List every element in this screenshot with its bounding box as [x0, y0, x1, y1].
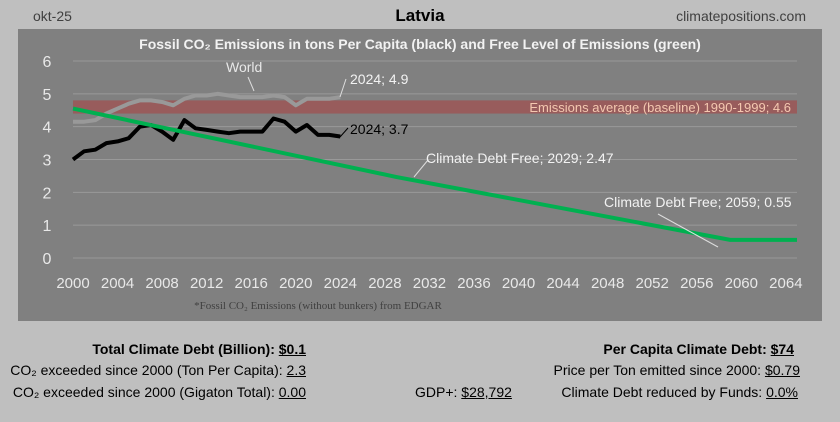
exceeded-gigaton: CO₂ exceeded since 2000 (Gigaton Total):…	[13, 384, 306, 400]
exceeded-pc-label: CO₂ exceeded since 2000 (Ton Per Capita)…	[10, 362, 283, 378]
x-tick-label: 2024	[324, 275, 357, 292]
baseline-band	[73, 100, 797, 114]
exceeded-gt-value: 0.00	[278, 384, 306, 400]
total-debt-label: Total Climate Debt (Billion):	[92, 341, 275, 357]
funds-label: Climate Debt reduced by Funds:	[561, 384, 763, 400]
footnote: *Fossil CO₂ Emissions (without bunkers) …	[194, 300, 442, 312]
funds-value: 0.0%	[766, 384, 798, 400]
chart-panel: Fossil CO₂ Emissions in tons Per Capita …	[18, 29, 822, 321]
y-tick-label: 5	[43, 87, 52, 104]
series-line-free	[72, 106, 797, 242]
exceeded-pc-value: 2.3	[286, 362, 306, 378]
world-leader	[247, 76, 255, 92]
x-tick-label: 2032	[413, 275, 446, 292]
world-2024-label-leader	[339, 78, 347, 98]
x-tick-label: 2028	[368, 275, 401, 292]
gdp: GDP+: $28,792	[415, 384, 512, 400]
y-tick-label: 0	[43, 251, 52, 268]
x-tick-label: 2064	[769, 275, 802, 292]
price-label: Price per Ton emitted since 2000:	[553, 362, 762, 378]
x-tick-label: 2052	[636, 275, 669, 292]
x-tick-label: 2012	[190, 275, 223, 292]
site-label: climatepositions.com	[676, 8, 806, 24]
x-tick-label: 2048	[591, 275, 624, 292]
free-2029-label-leader	[413, 159, 429, 178]
gdp-label: GDP+:	[415, 384, 458, 400]
x-tick-label: 2008	[145, 275, 178, 292]
x-tick-label: 2020	[279, 275, 312, 292]
per-capita-debt: Per Capita Climate Debt: $74	[603, 341, 794, 357]
date-label: okt-25	[33, 8, 72, 24]
y-tick-label: 2	[43, 185, 52, 202]
debt-reduced-funds: Climate Debt reduced by Funds: 0.0%	[561, 384, 798, 400]
x-tick-label: 2036	[457, 275, 490, 292]
latvia-2024-label: 2024; 3.7	[350, 121, 409, 137]
series-line-world	[73, 91, 341, 124]
free-2059-label: Climate Debt Free; 2059; 0.55	[604, 194, 792, 210]
x-tick-label: 2056	[680, 275, 713, 292]
y-tick-label: 4	[43, 120, 52, 137]
country-title: Latvia	[395, 6, 445, 25]
total-debt: Total Climate Debt (Billion): $0.1	[92, 341, 306, 357]
free-2029-label: Climate Debt Free; 2029; 2.47	[426, 150, 614, 166]
x-tick-label: 2040	[502, 275, 535, 292]
gdp-value: $28,792	[461, 384, 512, 400]
price-per-ton: Price per Ton emitted since 2000: $0.79	[554, 362, 800, 378]
x-tick-label: 2000	[56, 275, 89, 292]
latvia-2024-label-leader	[339, 127, 349, 138]
emissions-chart: Fossil CO₂ Emissions in tons Per Capita …	[43, 36, 803, 312]
x-tick-label: 2016	[235, 275, 268, 292]
chart-title: Fossil CO₂ Emissions in tons Per Capita …	[139, 36, 701, 52]
y-tick-label: 6	[43, 54, 52, 71]
free-2059-label-leader	[657, 213, 719, 248]
total-debt-value: $0.1	[278, 341, 306, 357]
x-tick-label: 2060	[725, 275, 758, 292]
y-tick-label: 1	[43, 218, 52, 235]
x-tick-label: 2004	[101, 275, 134, 292]
exceeded-per-capita: CO₂ exceeded since 2000 (Ton Per Capita)…	[10, 362, 306, 378]
world-2024-label: 2024; 4.9	[350, 71, 409, 87]
x-tick-label: 2044	[546, 275, 579, 292]
exceeded-gt-label: CO₂ exceeded since 2000 (Gigaton Total):	[12, 384, 275, 400]
world-label: World	[226, 59, 262, 75]
y-tick-label: 3	[43, 153, 52, 170]
baseline-label: Emissions average (baseline) 1990-1999; …	[529, 100, 791, 115]
per-capita-debt-value: $74	[770, 341, 794, 357]
per-capita-debt-label: Per Capita Climate Debt:	[603, 341, 767, 357]
price-value: $0.79	[764, 362, 800, 378]
series-line-latvia	[71, 116, 341, 162]
